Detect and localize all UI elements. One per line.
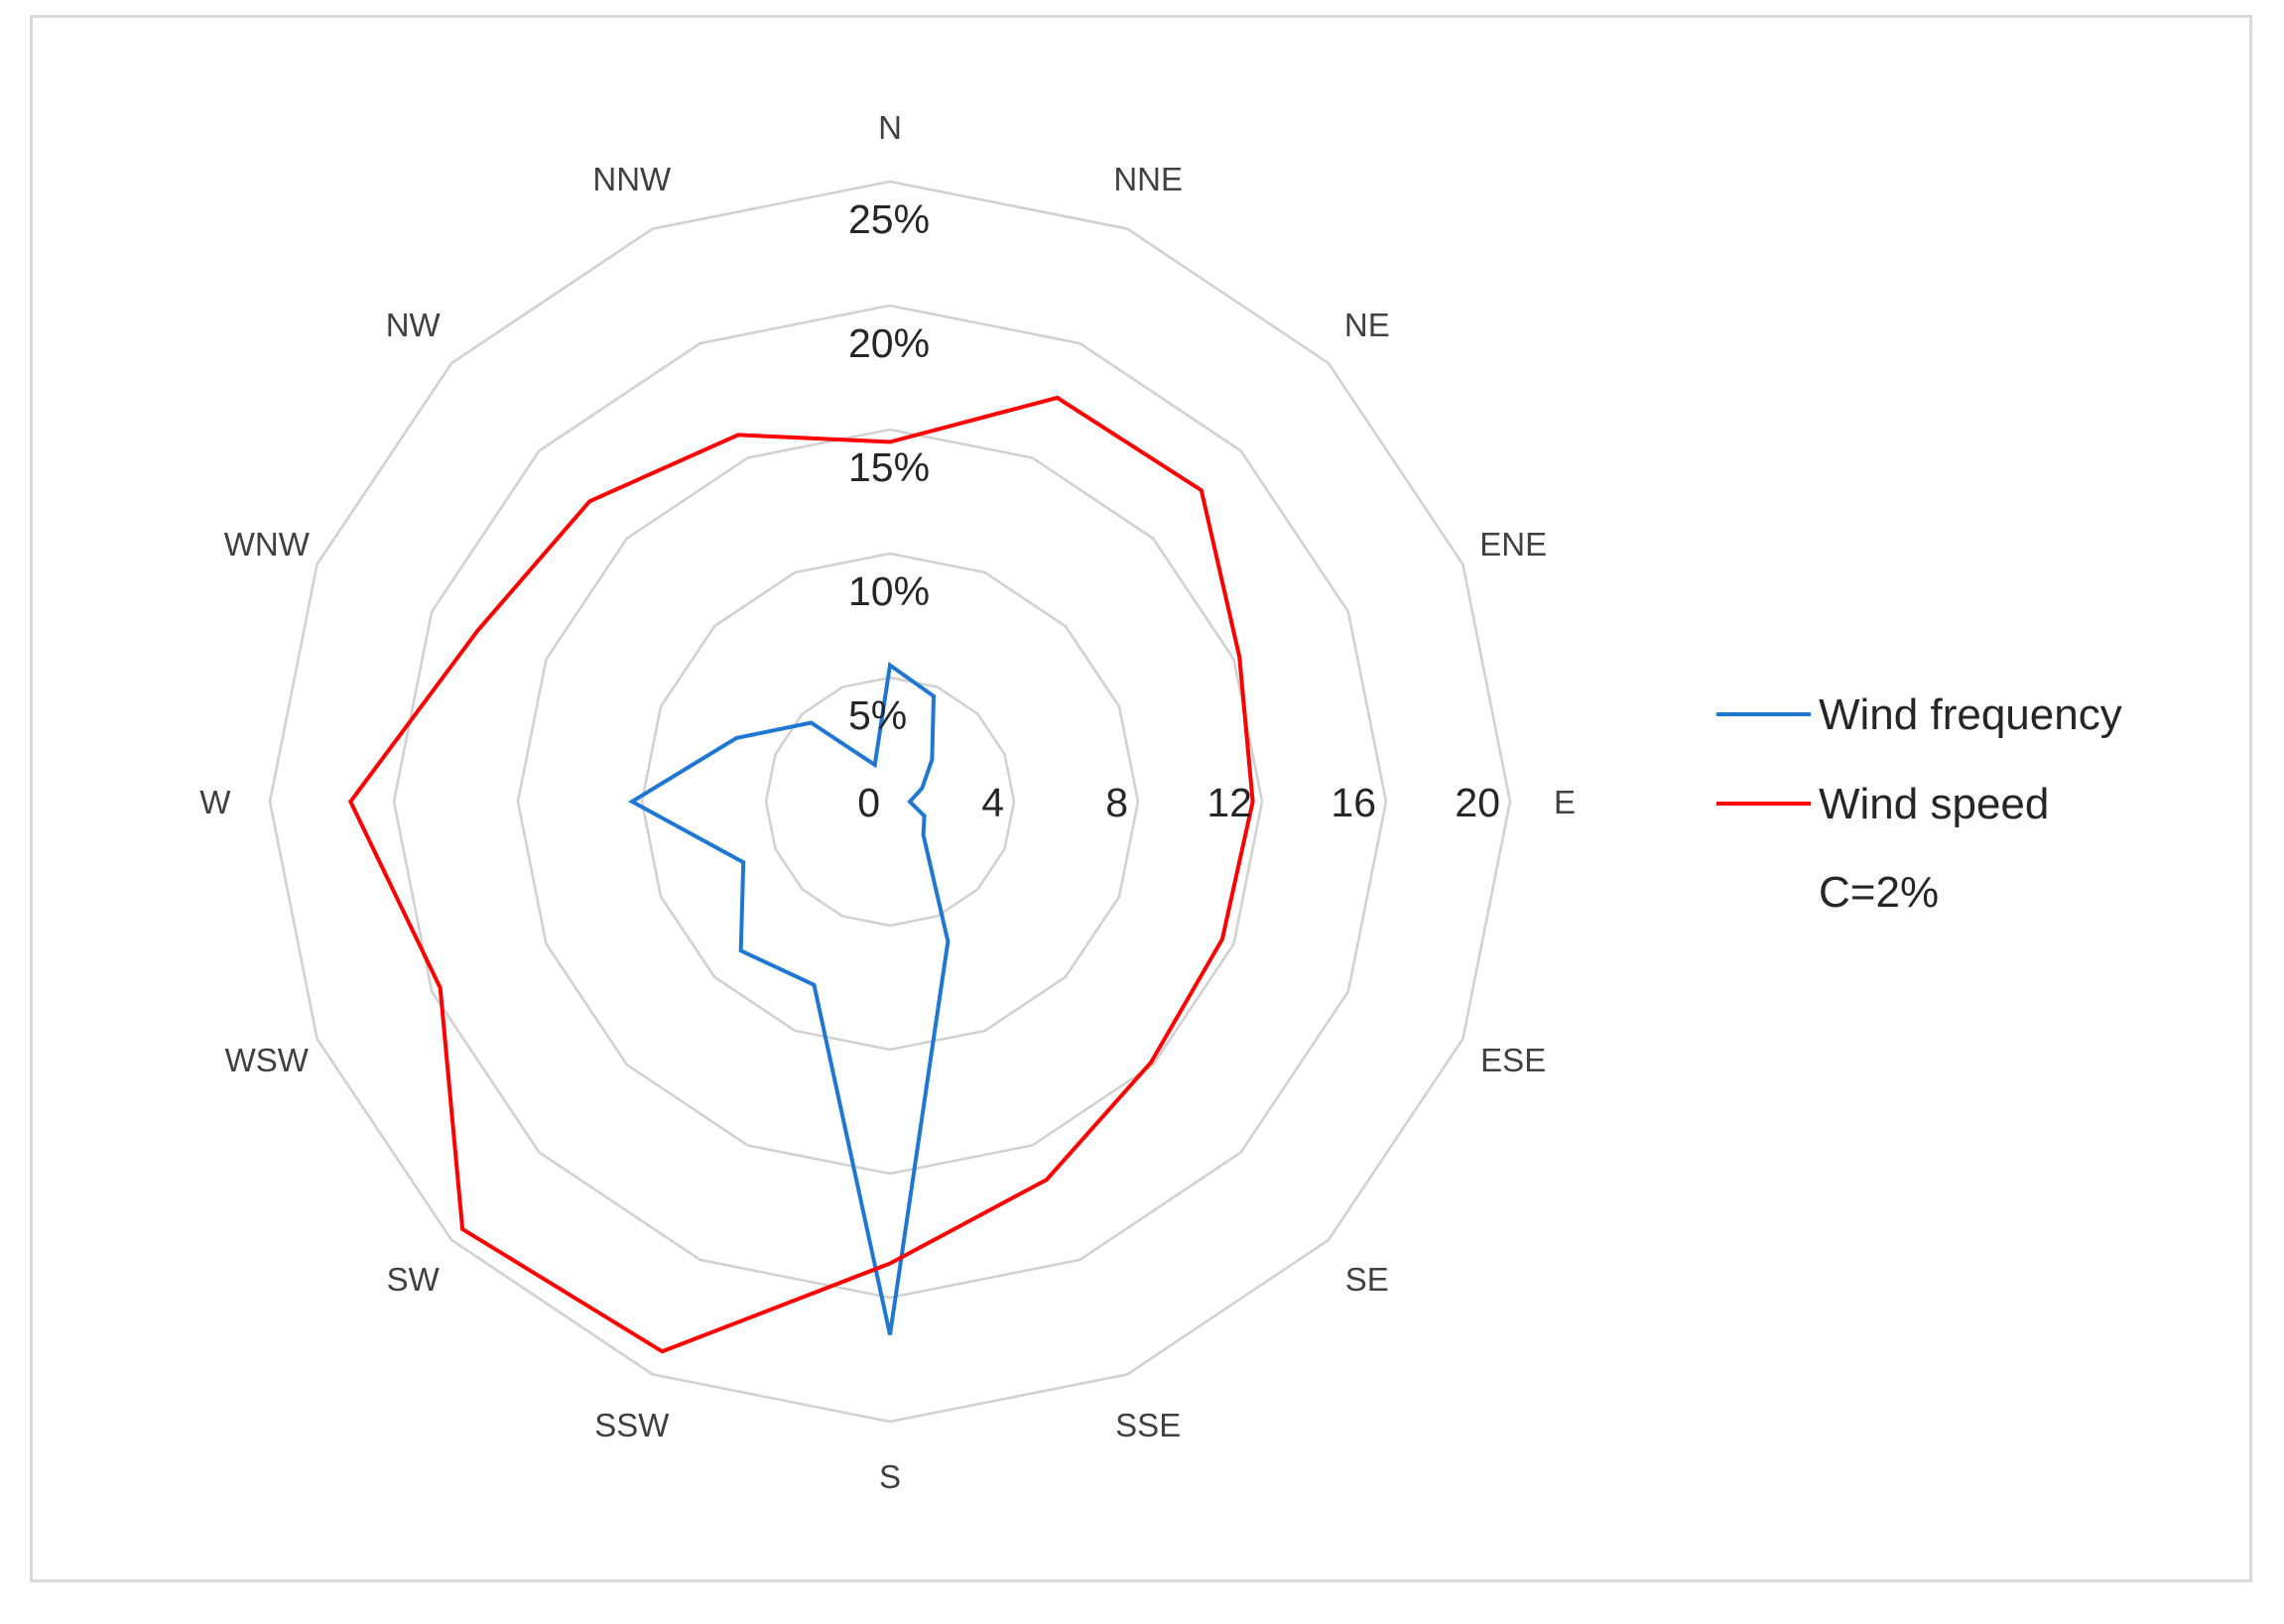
series-lines	[347, 395, 1255, 1354]
direction-label-n: N	[878, 109, 902, 146]
speed-tick-label: 4	[981, 780, 1004, 825]
speed-tick-label: 8	[1105, 780, 1128, 825]
speed-tick-label: 0	[857, 780, 880, 825]
legend: Wind frequency Wind speed C=2%	[1716, 690, 2122, 917]
direction-label-wsw: WSW	[225, 1042, 310, 1078]
legend-label-speed: Wind speed	[1819, 780, 2049, 828]
direction-label-s: S	[879, 1458, 901, 1495]
speed-tick-label: 12	[1206, 780, 1252, 825]
calm-annotation: C=2%	[1819, 868, 1939, 917]
frequency-tick-label: 10%	[848, 568, 930, 614]
direction-labels: N NNE NE ENE E ESE SE SSE S SSW SW WSW W WNW NW NNW	[199, 109, 1576, 1495]
wind-rose-chart: N NNE NE ENE E ESE SE SSE S SSW SW WSW W WNW NW NNW 5% 1…	[199, 109, 2122, 1495]
direction-label-se: SE	[1345, 1261, 1389, 1298]
grid-ring	[764, 676, 1016, 928]
frequency-tick-label: 25%	[848, 196, 930, 242]
series-wind-speed	[347, 395, 1255, 1354]
direction-label-sse: SSE	[1115, 1407, 1181, 1443]
direction-label-ene: ENE	[1479, 526, 1547, 562]
frequency-tick-label: 20%	[848, 320, 930, 366]
direction-label-w: W	[199, 784, 231, 820]
grid-ring	[268, 180, 1512, 1424]
direction-label-nw: NW	[386, 307, 442, 343]
frequency-tick-label: 15%	[848, 444, 930, 490]
series-wind-frequency	[627, 661, 951, 1335]
direction-label-nne: NNE	[1113, 161, 1183, 197]
grid-ring	[640, 552, 1140, 1052]
radar-grid	[268, 180, 1512, 1424]
chart-frame: N NNE NE ENE E ESE SE SSE S SSW SW WSW W WNW NW NNW 5% 1…	[30, 15, 2252, 1582]
grid-ring	[516, 428, 1264, 1176]
direction-label-ssw: SSW	[594, 1407, 670, 1443]
direction-label-ne: NE	[1344, 307, 1390, 343]
legend-label-frequency: Wind frequency	[1819, 690, 2122, 739]
speed-tick-label: 20	[1455, 780, 1500, 825]
axis-tick-labels: 5% 10% 15% 20% 25% 0 4 8 12 16 20	[848, 196, 1500, 825]
direction-label-sw: SW	[387, 1261, 441, 1298]
direction-label-e: E	[1554, 784, 1576, 820]
direction-label-wnw: WNW	[224, 526, 311, 562]
direction-label-nnw: NNW	[592, 161, 672, 197]
direction-label-ese: ESE	[1480, 1042, 1546, 1078]
grid-ring	[392, 304, 1388, 1300]
frequency-tick-label: 5%	[848, 692, 907, 738]
speed-tick-label: 16	[1331, 780, 1376, 825]
